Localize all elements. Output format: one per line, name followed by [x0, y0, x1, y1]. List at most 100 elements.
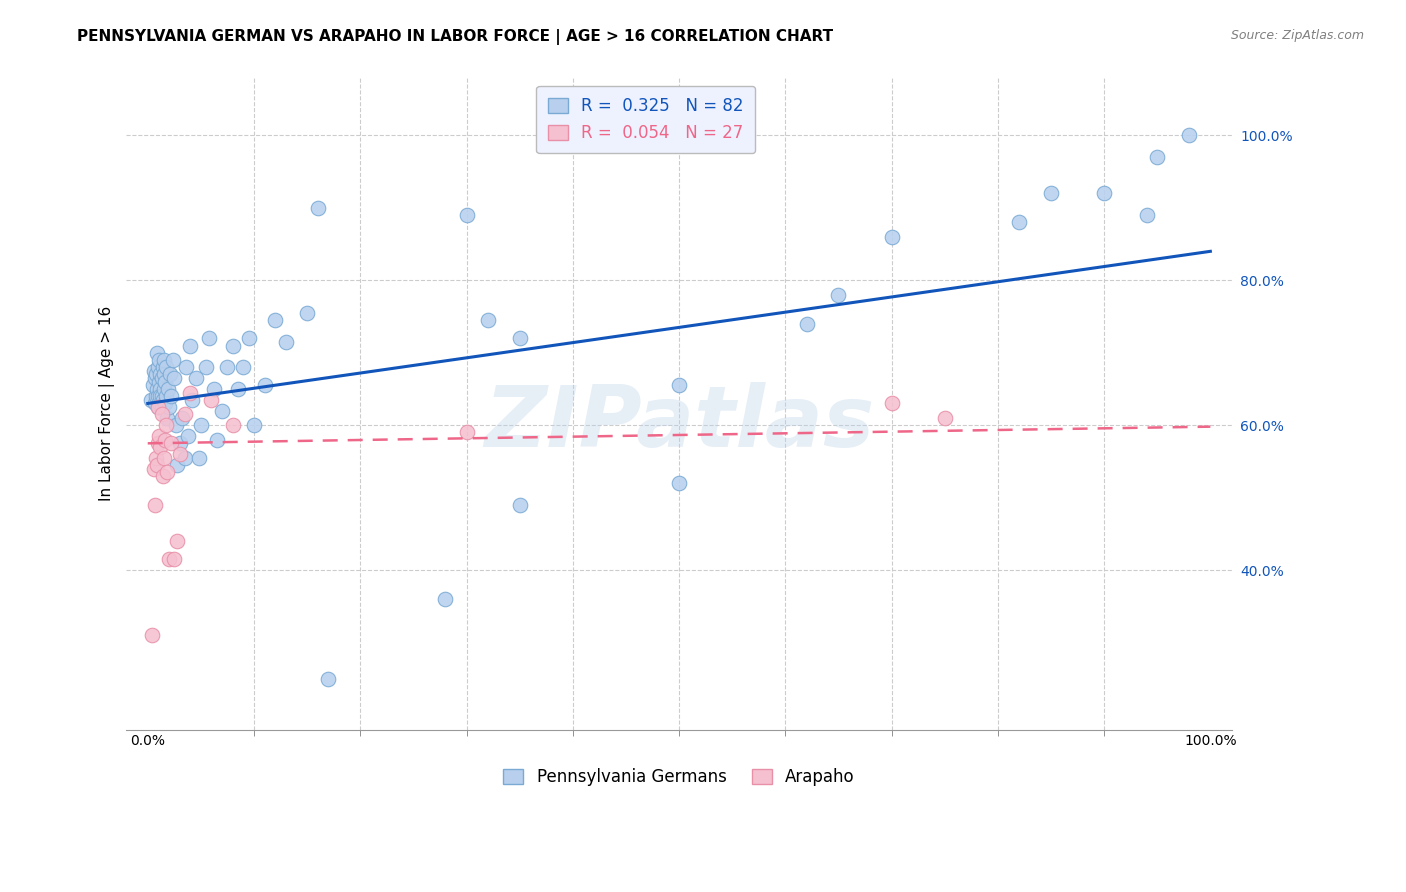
Point [146, 345, 169, 359]
Point [149, 368, 172, 382]
Point [166, 458, 188, 472]
Point [174, 408, 197, 422]
Point [211, 403, 233, 417]
Point [148, 436, 170, 450]
Point [198, 331, 221, 345]
Point [170, 411, 193, 425]
Point [796, 317, 818, 331]
Point [145, 450, 167, 465]
Point [1092, 186, 1115, 201]
Point [177, 429, 200, 443]
Text: ZIPatlas: ZIPatlas [484, 382, 875, 465]
Point [162, 353, 184, 368]
Point [226, 382, 249, 396]
Point [160, 436, 183, 450]
Point [169, 436, 191, 450]
Point [827, 287, 849, 301]
Point [155, 418, 177, 433]
Point [190, 418, 212, 433]
Point [156, 411, 179, 425]
Point [148, 400, 170, 414]
Point [143, 498, 166, 512]
Point [880, 396, 903, 410]
Point [148, 375, 170, 389]
Point [143, 371, 166, 385]
Point [146, 458, 169, 472]
Point [1178, 128, 1201, 143]
Point [148, 400, 170, 414]
Point [1146, 150, 1168, 164]
Point [152, 382, 174, 396]
Point [232, 360, 254, 375]
Point [187, 450, 209, 465]
Point [143, 461, 166, 475]
Point [146, 382, 169, 396]
Legend: Pennsylvania Germans, Arapaho: Pennsylvania Germans, Arapaho [496, 762, 862, 793]
Point [150, 400, 173, 414]
Point [1136, 208, 1159, 222]
Point [141, 628, 163, 642]
Point [181, 392, 204, 407]
Point [456, 208, 478, 222]
Point [152, 360, 174, 375]
Point [934, 411, 956, 425]
Point [274, 334, 297, 349]
Point [148, 429, 170, 443]
Point [155, 360, 177, 375]
Point [1039, 186, 1062, 201]
Point [163, 552, 186, 566]
Point [509, 498, 531, 512]
Point [179, 338, 201, 352]
Point [195, 360, 218, 375]
Point [153, 375, 176, 389]
Point [148, 389, 170, 403]
Point [174, 450, 197, 465]
Point [159, 368, 181, 382]
Point [1008, 215, 1031, 229]
Point [148, 360, 170, 375]
Point [139, 392, 162, 407]
Point [253, 378, 276, 392]
Point [148, 353, 170, 368]
Point [148, 396, 170, 410]
Point [145, 389, 167, 403]
Point [142, 378, 165, 392]
Point [150, 389, 173, 403]
Point [217, 360, 239, 375]
Point [477, 313, 499, 327]
Point [163, 371, 186, 385]
Point [205, 433, 228, 447]
Point [222, 338, 245, 352]
Point [880, 230, 903, 244]
Y-axis label: In Labor Force | Age > 16: In Labor Force | Age > 16 [100, 306, 115, 501]
Point [264, 313, 287, 327]
Point [149, 382, 172, 396]
Point [152, 368, 174, 382]
Point [149, 389, 172, 403]
Point [169, 447, 191, 461]
Point [222, 418, 245, 433]
Point [318, 672, 340, 686]
Point [143, 364, 166, 378]
Point [434, 592, 457, 607]
Text: PENNSYLVANIA GERMAN VS ARAPAHO IN LABOR FORCE | AGE > 16 CORRELATION CHART: PENNSYLVANIA GERMAN VS ARAPAHO IN LABOR … [77, 29, 834, 45]
Point [152, 353, 174, 368]
Point [153, 396, 176, 410]
Point [152, 450, 174, 465]
Point [238, 331, 260, 345]
Point [668, 378, 690, 392]
Point [153, 433, 176, 447]
Point [165, 418, 187, 433]
Point [157, 400, 180, 414]
Point [157, 552, 180, 566]
Point [156, 382, 179, 396]
Point [152, 469, 174, 483]
Point [295, 306, 318, 320]
Point [152, 392, 174, 407]
Point [155, 389, 177, 403]
Point [174, 360, 197, 375]
Point [668, 476, 690, 491]
Point [456, 425, 478, 440]
Point [200, 392, 222, 407]
Point [184, 371, 207, 385]
